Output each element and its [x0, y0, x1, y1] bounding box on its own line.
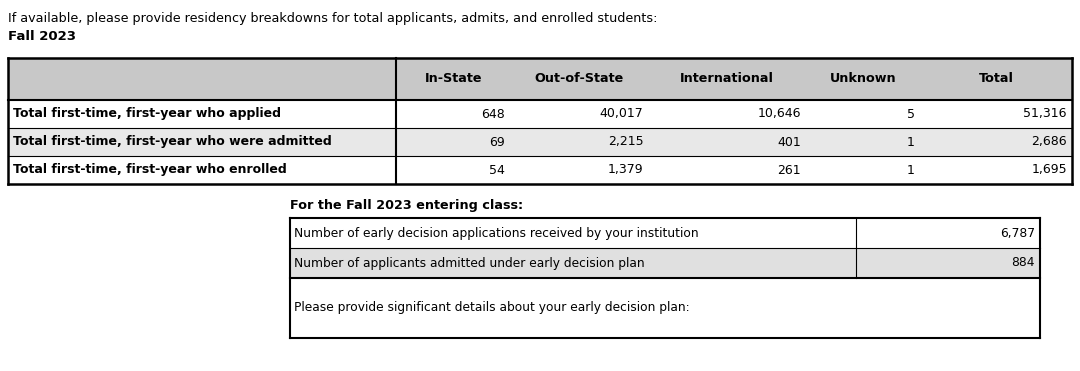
Text: Out-of-State: Out-of-State	[535, 72, 624, 85]
Text: Please provide significant details about your early decision plan:: Please provide significant details about…	[294, 302, 690, 315]
Text: 54: 54	[489, 164, 505, 177]
Bar	[8, 156, 1072, 184]
Text: In-State: In-State	[424, 72, 482, 85]
Bar	[8, 128, 1072, 156]
Text: Total: Total	[978, 72, 1013, 85]
Text: 2,215: 2,215	[608, 135, 644, 148]
Bar	[291, 248, 1040, 278]
Text: 1: 1	[907, 135, 915, 148]
Text: Number of applicants admitted under early decision plan: Number of applicants admitted under earl…	[294, 256, 645, 269]
Text: 261: 261	[778, 164, 801, 177]
Text: Number of early decision applications received by your institution: Number of early decision applications re…	[294, 227, 699, 240]
Text: 2,686: 2,686	[1031, 135, 1067, 148]
Text: Fall 2023: Fall 2023	[8, 30, 76, 43]
Bar	[291, 218, 1040, 248]
Text: Total first-time, first-year who applied: Total first-time, first-year who applied	[13, 108, 281, 121]
Text: 1: 1	[907, 164, 915, 177]
Text: For the Fall 2023 entering class:: For the Fall 2023 entering class:	[291, 199, 523, 212]
Text: 69: 69	[489, 135, 505, 148]
Text: 51,316: 51,316	[1024, 108, 1067, 121]
Text: 5: 5	[907, 108, 915, 121]
Text: 648: 648	[482, 108, 505, 121]
Text: 1,695: 1,695	[1031, 164, 1067, 177]
Text: 401: 401	[778, 135, 801, 148]
Bar	[8, 100, 1072, 128]
Bar	[291, 278, 1040, 338]
Text: International: International	[680, 72, 774, 85]
Bar	[8, 58, 1072, 100]
Text: Total first-time, first-year who enrolled: Total first-time, first-year who enrolle…	[13, 164, 287, 177]
Text: 6,787: 6,787	[1000, 227, 1035, 240]
Text: 40,017: 40,017	[599, 108, 644, 121]
Text: 1,379: 1,379	[608, 164, 644, 177]
Text: Unknown: Unknown	[829, 72, 896, 85]
Text: 10,646: 10,646	[757, 108, 801, 121]
Text: If available, please provide residency breakdowns for total applicants, admits, : If available, please provide residency b…	[8, 12, 658, 25]
Text: Total first-time, first-year who were admitted: Total first-time, first-year who were ad…	[13, 135, 332, 148]
Text: 884: 884	[1012, 256, 1035, 269]
